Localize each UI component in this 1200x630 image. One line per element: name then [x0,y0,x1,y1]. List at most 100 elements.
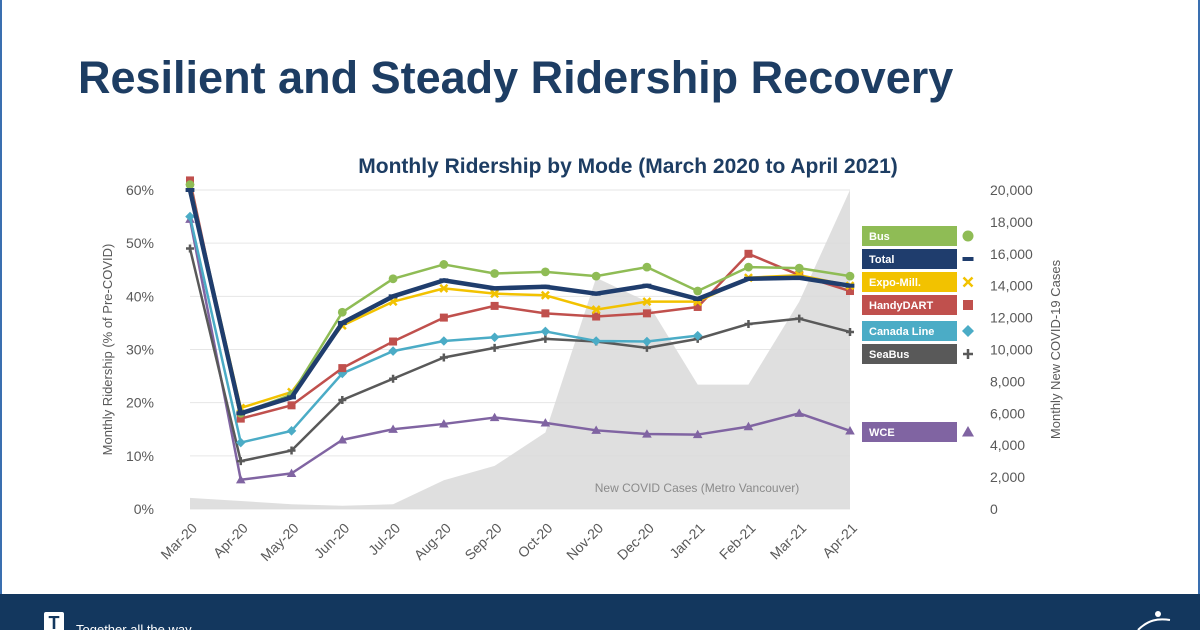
y-axis-label: Monthly Ridership (% of Pre-COVID) [100,244,115,456]
y-tick-label: 50% [126,235,154,251]
y2-axis-label: Monthly New COVID-19 Cases [1048,259,1063,439]
legend-box-wce [862,422,957,442]
data-point-canada-line [286,426,297,436]
data-point-expo-mill [490,289,500,299]
y-tick-label: 20% [126,395,154,411]
data-point-total [693,296,703,301]
data-point-bus [642,262,652,272]
legend-label-total: Total [869,254,894,266]
y2-tick-label: 6,000 [990,405,1025,421]
data-point-total [845,283,855,288]
legend-label-expo-mill: Expo-Mill. [869,277,921,289]
legend-box-total [862,249,957,269]
x-tick-label: Mar-21 [767,520,810,563]
legend-label-seabus: SeaBus [869,349,909,361]
x-tick-label: Jan-21 [666,520,708,562]
series-line-wce [188,219,851,482]
legend-label-bus: Bus [869,231,890,243]
y2-tick-label: 8,000 [990,373,1025,389]
legend-box-expo-mill [862,272,957,292]
data-point-canada-line [235,437,246,448]
data-point-handydart [439,313,448,322]
slide-frame-right [1198,0,1200,630]
data-point-wce [286,468,297,477]
data-point-wce [388,424,398,433]
data-point-handydart [592,312,601,321]
data-point-wce [540,418,551,427]
data-point-total [591,291,601,296]
legend-box-canada-line [862,321,957,341]
data-point-bus [490,269,500,278]
y2-tick-label: 4,000 [990,437,1025,453]
data-point-canada-line [591,336,601,346]
data-point-handydart [744,249,753,258]
data-point-wce [337,435,348,444]
data-point-expo-mill [591,305,601,315]
data-point-bus [591,271,601,281]
x-tick-label: Apr-20 [210,520,251,561]
data-point-total [287,395,296,400]
series-line-expo-mill [188,187,851,410]
data-point-handydart [541,309,550,318]
data-point-handydart [693,302,702,311]
x-tick-label: Feb-21 [716,520,759,563]
data-point-handydart [490,301,499,310]
x-tick-label: Mar-20 [157,520,200,563]
data-point-total [185,188,195,192]
data-point-total [540,284,550,289]
data-point-canada-line [388,346,398,356]
data-point-canada-line [692,330,703,341]
slide-frame-left [0,0,2,630]
data-point-expo-mill [642,297,652,307]
data-point-seabus [389,374,398,383]
data-point-expo-mill [439,283,449,293]
data-point-total [490,286,500,291]
legend-label-wce: WCE [869,427,895,439]
covid-area-label: New COVID Cases (Metro Vancouver) [595,481,800,495]
x-tick-label: Sep-20 [461,520,504,563]
data-point-canada-line [439,336,449,346]
x-tick-label: Apr-21 [819,520,860,561]
data-point-handydart [338,364,347,373]
legend-marker-bus [962,230,974,242]
footer-tagline: Together all the way [76,622,192,630]
y2-tick-label: 0 [990,501,998,517]
data-point-bus [337,307,347,317]
data-point-bus [693,286,703,296]
logo-letter: T [48,613,60,630]
data-point-total [794,275,804,280]
data-point-bus [185,180,195,190]
data-point-handydart [287,401,296,410]
data-point-wce [235,474,246,484]
x-tick-label: Oct-20 [514,520,555,561]
data-point-handydart [389,337,398,346]
data-point-total [744,276,753,281]
translink-logo-icon: T [44,612,64,630]
series-line-bus [188,184,851,415]
series-line-seabus [188,248,851,463]
y2-tick-label: 10,000 [990,342,1033,358]
legend-marker-wce [962,426,974,437]
y-tick-label: 40% [126,288,154,304]
series-line-total [187,189,851,416]
data-point-seabus [186,244,194,253]
data-point-seabus [287,446,296,455]
data-point-wce [743,421,754,431]
slide-title: Resilient and Steady Ridership Recovery [78,52,954,103]
data-point-canada-line [540,326,551,337]
data-point-wce [845,426,855,435]
x-tick-label: Dec-20 [614,520,657,563]
data-point-canada-line [489,332,500,343]
data-point-bus [439,260,449,269]
data-point-seabus [338,396,347,405]
data-point-seabus [795,314,804,323]
data-point-handydart [642,309,651,318]
y-tick-label: 10% [126,448,154,464]
legend-box-bus [862,226,957,246]
data-point-seabus [236,457,245,466]
ridership-chart: Monthly Ridership by Mode (March 2020 to… [100,155,1063,564]
legend-label-handydart: HandyDART [869,300,933,312]
y2-tick-label: 12,000 [990,310,1033,326]
data-point-total [337,320,347,325]
y2-tick-label: 18,000 [990,214,1033,230]
